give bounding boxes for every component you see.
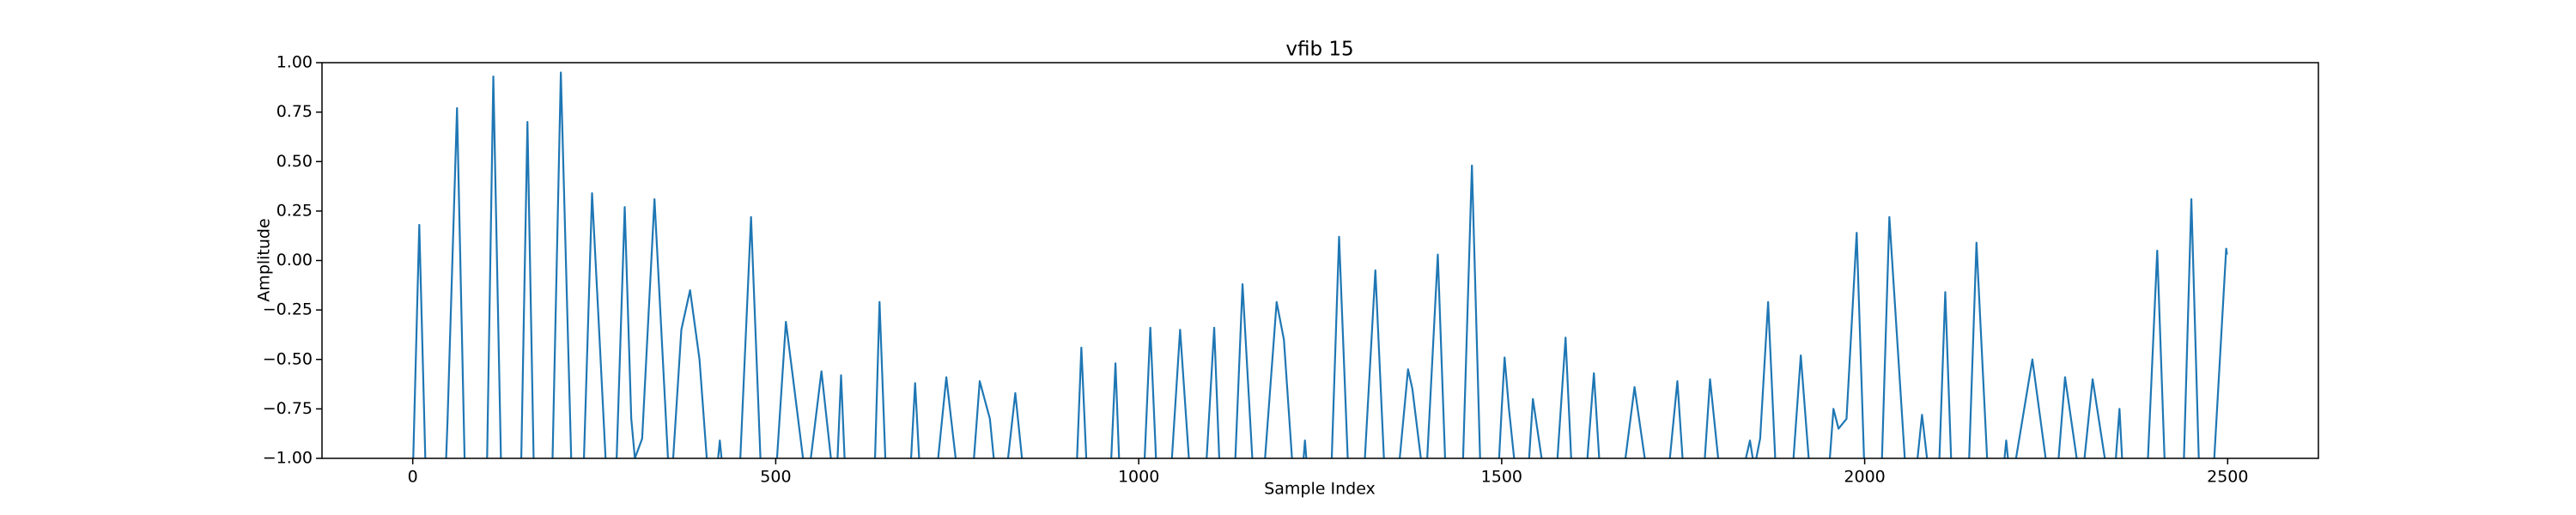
data-line (412, 71, 2228, 458)
x-tick-label: 2500 (2207, 468, 2248, 487)
y-tick-label: 0.25 (276, 201, 313, 220)
x-tick-label: 0 (408, 468, 418, 487)
y-tick-label: 1.00 (276, 53, 313, 72)
x-tick-label: 2000 (1844, 468, 1885, 487)
plot-area (412, 71, 2228, 458)
chart-title: vfib 15 (1285, 39, 1353, 61)
axes-frame (321, 62, 2319, 459)
y-tick-label: −0.25 (263, 300, 313, 319)
x-tick-label: 1000 (1118, 468, 1159, 487)
y-tick-label: −0.75 (263, 399, 313, 418)
y-tick-label: 0.75 (276, 102, 313, 121)
y-tick-label: 0.00 (276, 251, 313, 270)
x-tick-label: 500 (760, 468, 791, 487)
y-axis-label: Amplitude (255, 218, 274, 301)
x-axis-label: Sample Index (1264, 480, 1376, 499)
y-tick-label: −0.50 (263, 349, 313, 368)
x-tick-label: 1500 (1481, 468, 1522, 487)
y-tick-label: −1.00 (263, 449, 313, 468)
y-tick-label: 0.50 (276, 152, 313, 171)
